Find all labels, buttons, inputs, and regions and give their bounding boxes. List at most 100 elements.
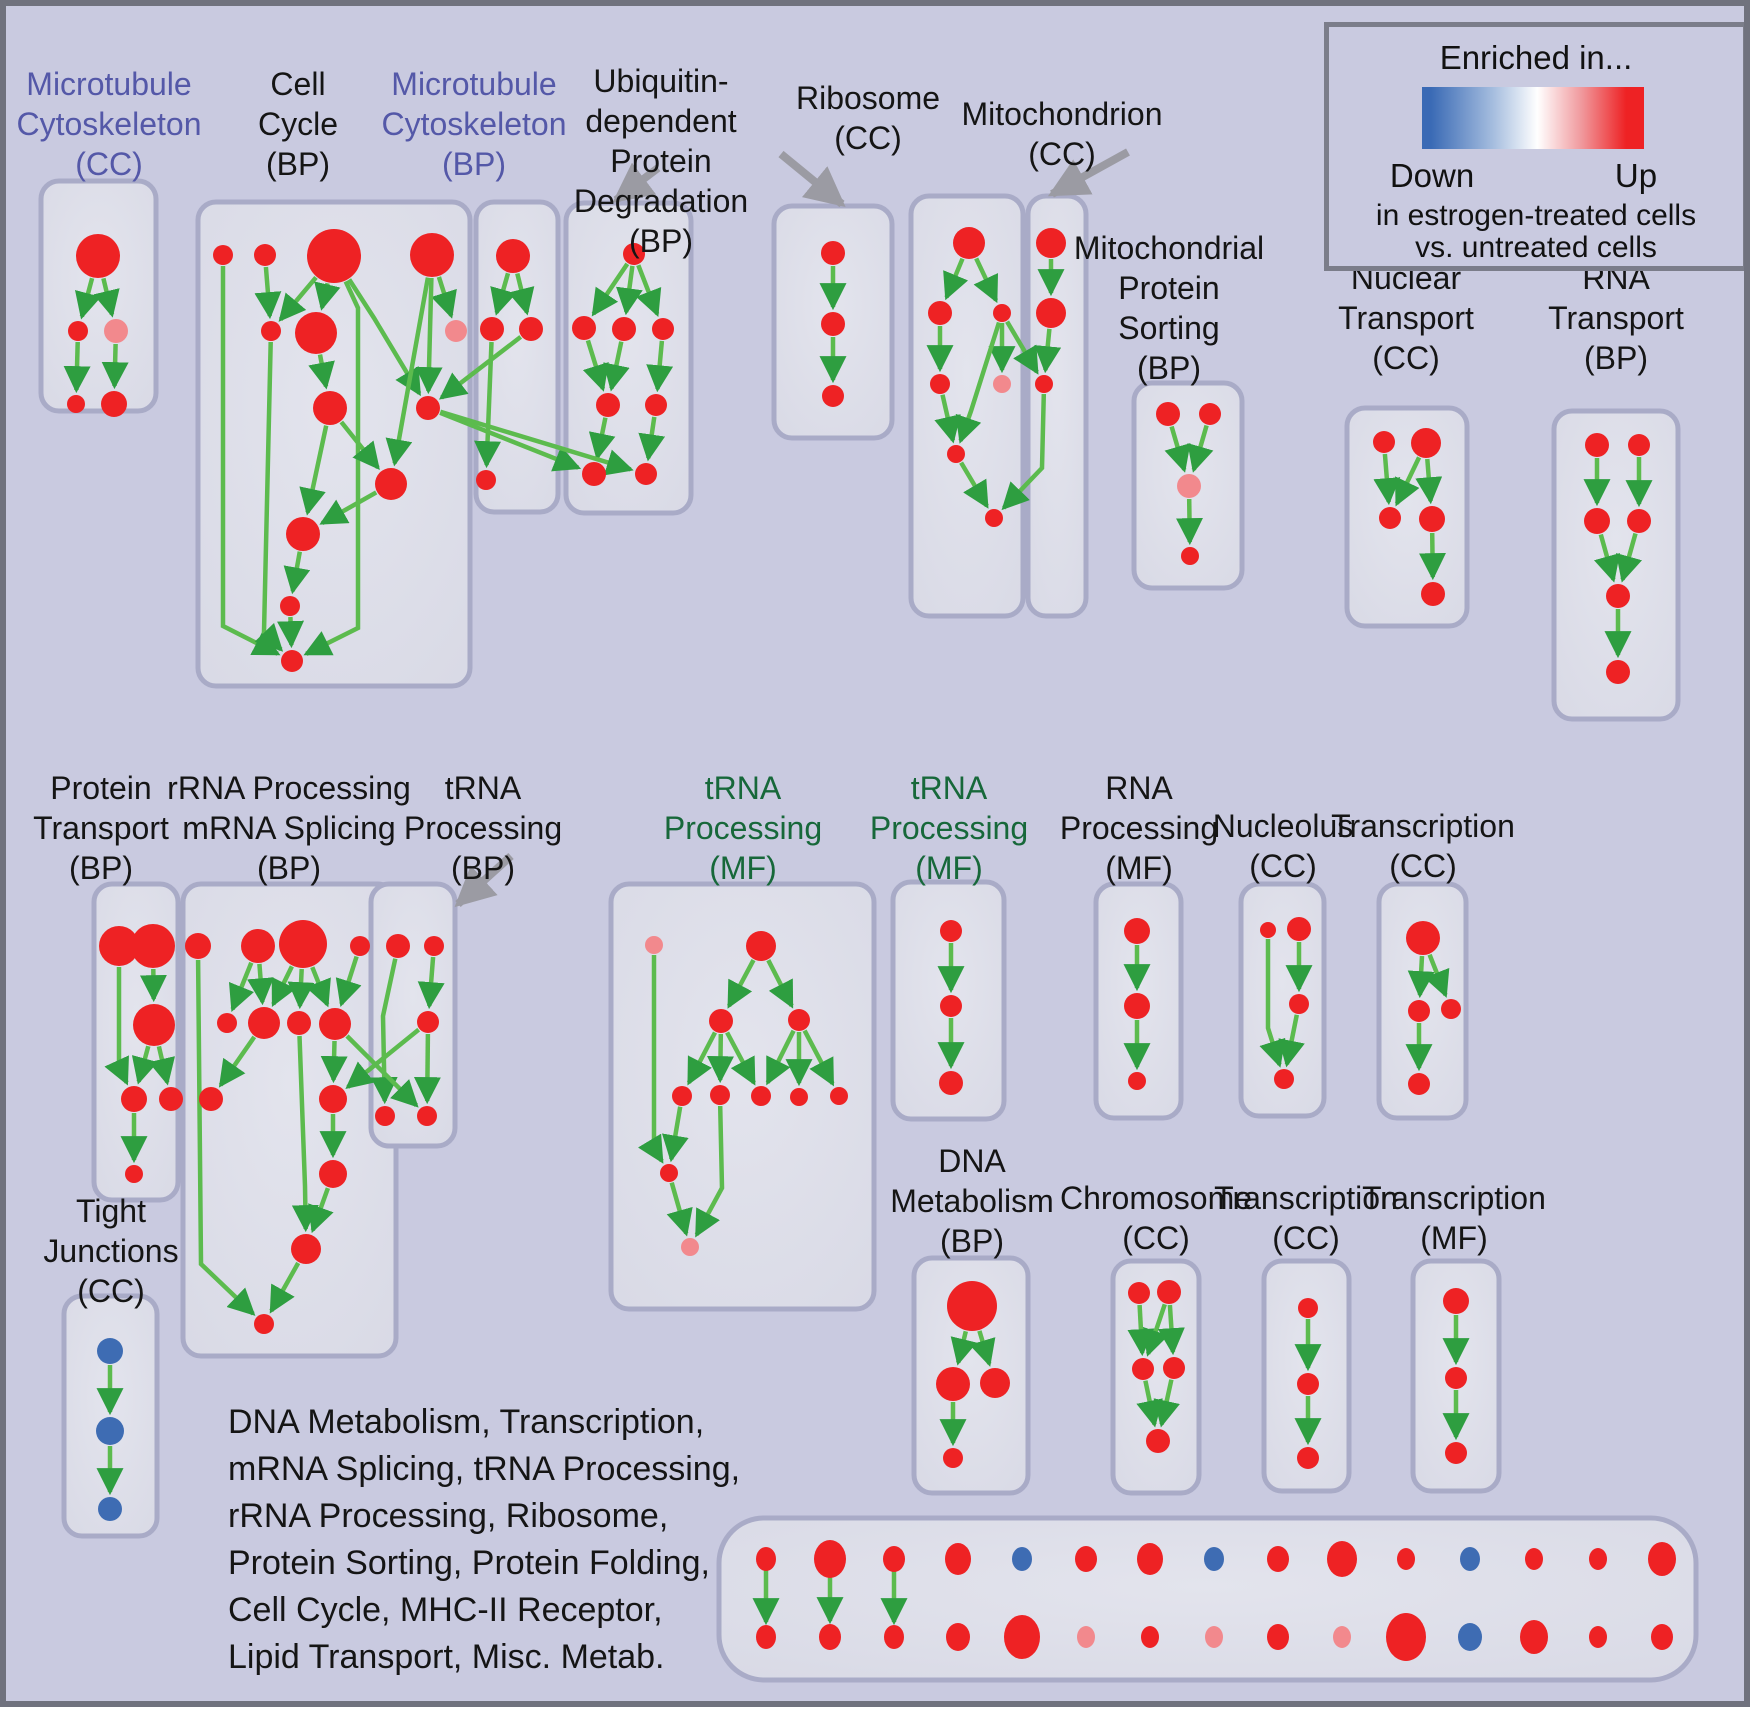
edge (1415, 458, 1443, 505)
go-term-node-red (788, 1009, 810, 1031)
go-term-node-red (883, 1546, 905, 1572)
edge (278, 275, 318, 322)
go-term-node-red (1141, 1626, 1159, 1648)
cluster-box-nuclear-transport-cc (1344, 405, 1470, 629)
label-pointer-arrow (778, 150, 846, 208)
go-term-node-red (1411, 428, 1441, 458)
legend-subtitle-line1: in estrogen-treated cells (1375, 199, 1697, 232)
go-term-node-red (1445, 1367, 1467, 1389)
cluster-box-misc-categories-box (716, 1515, 1699, 1683)
go-term-node-pink (1077, 1626, 1095, 1648)
go-term-node-red (1443, 1288, 1469, 1314)
edge (1142, 1303, 1169, 1357)
go-term-node-blue (98, 1497, 122, 1521)
go-term-node-red (1181, 547, 1199, 565)
edge (615, 265, 643, 316)
edge (291, 1035, 319, 1233)
go-term-node-red (1137, 1543, 1163, 1575)
edges (63, 257, 1653, 1626)
go-term-node-red (947, 1281, 997, 1331)
edge (1136, 1380, 1163, 1428)
edge (637, 955, 664, 1164)
edge (131, 1045, 158, 1085)
edge (943, 257, 969, 301)
go-term-node-blue (1458, 1623, 1482, 1651)
go-term-node-red (756, 1547, 776, 1571)
go-term-node-red (1128, 1072, 1146, 1090)
edge (218, 1035, 257, 1088)
go-term-node-red (476, 470, 496, 490)
go-term-node-red (1289, 994, 1309, 1014)
go-term-node-red (1406, 921, 1440, 955)
go-term-node-red (248, 1007, 280, 1039)
edge (319, 490, 378, 526)
go-term-node-red (936, 1367, 970, 1401)
misc-categories-text: DNA Metabolism, Transcription, mRNA Spli… (228, 1403, 741, 1676)
go-term-node-red (947, 445, 965, 463)
go-term-node-red (1408, 1073, 1430, 1095)
go-term-node-red (612, 317, 636, 341)
go-term-node-red (945, 1543, 971, 1575)
go-term-node-red (1297, 1447, 1319, 1469)
go-term-node-red (819, 1624, 841, 1650)
go-term-node-red (121, 1086, 147, 1112)
go-term-node-blue (97, 1338, 123, 1364)
edge (1157, 1304, 1185, 1356)
edge (93, 277, 120, 318)
go-term-node-pink (104, 319, 128, 343)
go-term-node-red (319, 1008, 351, 1040)
go-term-node-pink (1333, 1626, 1351, 1648)
go-term-node-red (953, 227, 985, 259)
edge (63, 341, 91, 394)
edge (955, 321, 1002, 444)
go-term-node-red (1386, 1613, 1426, 1661)
edge (969, 1330, 996, 1367)
edge (308, 1187, 334, 1234)
go-term-node-red (67, 395, 85, 413)
edge (335, 955, 362, 1008)
go-term-node-red (1589, 1626, 1607, 1648)
go-term-node-red (993, 304, 1011, 322)
go-term-node-red (131, 924, 175, 968)
go-term-node-red (582, 462, 606, 486)
edge (269, 1261, 301, 1314)
edge (766, 959, 794, 1009)
go-term-node-red (1445, 1442, 1467, 1464)
edge (228, 961, 255, 1013)
go-term-node-red (1156, 402, 1180, 426)
go-term-node-red (1004, 1615, 1040, 1659)
edge (591, 262, 630, 317)
go-term-node-red (940, 920, 962, 942)
edge (308, 354, 335, 390)
go-term-node-red (291, 1234, 321, 1264)
go-term-node-red (884, 1625, 904, 1649)
go-term-node-red (213, 245, 233, 265)
go-term-node-red (623, 243, 645, 265)
edge (287, 968, 315, 1010)
go-term-node-red (1274, 1069, 1294, 1089)
go-term-node-red (710, 1085, 730, 1105)
go-term-node-blue (1460, 1547, 1480, 1571)
go-term-node-blue (1204, 1547, 1224, 1571)
edge (1127, 1304, 1155, 1357)
legend-up-label: Up (1614, 157, 1658, 194)
go-term-node-red (660, 1164, 678, 1182)
edge (959, 461, 989, 509)
go-term-node-red (1421, 582, 1445, 606)
go-term-node-red (199, 1087, 223, 1111)
network-canvas (38, 148, 1699, 1683)
go-term-node-red (1128, 1282, 1150, 1304)
go-term-node-red (1606, 584, 1630, 608)
edge (101, 343, 129, 390)
legend-box: Enriched in... Down Up in estrogen-treat… (1324, 22, 1744, 271)
go-term-node-red (985, 509, 1003, 527)
go-term-node-red (1327, 1541, 1357, 1577)
edge (1424, 953, 1450, 998)
go-term-node-red (375, 1106, 395, 1126)
cluster-box-mitochondrion-cc (1025, 193, 1089, 619)
edge (973, 257, 999, 304)
edge (195, 959, 256, 1316)
go-term-node-red (1408, 1000, 1430, 1022)
go-term-node-red (1260, 922, 1276, 938)
edge (417, 956, 445, 1010)
